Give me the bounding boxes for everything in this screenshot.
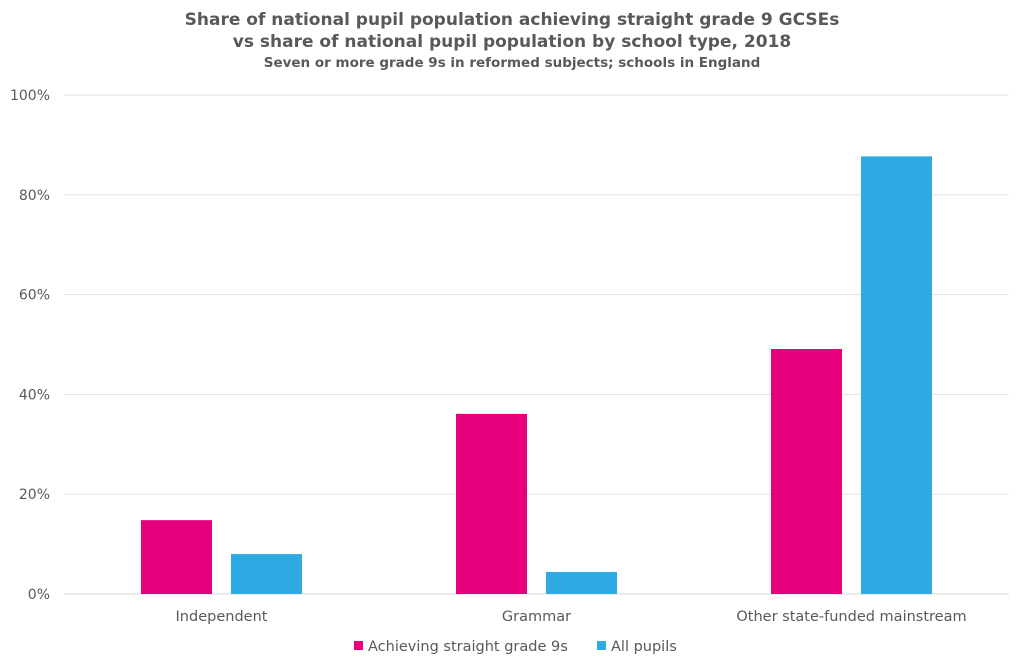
legend-swatch [354, 641, 363, 650]
bar-achieving [771, 348, 842, 594]
x-category-label: Independent [176, 609, 268, 625]
y-tick-label: 100% [10, 88, 50, 104]
legend: Achieving straight grade 9s All pupils [354, 639, 677, 655]
y-tick-label: 80% [19, 188, 50, 204]
legend-swatch [597, 641, 606, 650]
y-axis-ticks: 0% 20% 40% 60% 80% 100% [10, 88, 50, 603]
chart-title-line2: vs share of national pupil population by… [232, 32, 792, 52]
bar-all-pupils [231, 554, 302, 594]
x-axis-categories: Independent Grammar Other state-funded mai… [176, 609, 967, 625]
legend-label: Achieving straight grade 9s [368, 639, 568, 655]
chart-subtitle: Seven or more grade 9s in reformed subje… [263, 55, 761, 71]
bar-all-pupils [861, 156, 932, 594]
bars [141, 156, 932, 594]
gridlines [64, 94, 1009, 595]
y-tick-label: 20% [19, 487, 50, 503]
chart-title: Share of national pupil population achie… [184, 10, 840, 30]
bar-all-pupils [546, 572, 617, 594]
y-tick-label: 40% [19, 387, 50, 403]
legend-label: All pupils [611, 639, 677, 655]
bar-achieving [456, 413, 527, 594]
x-category-label: Other state-funded mainstream [736, 609, 966, 625]
bar-achieving [141, 520, 212, 594]
y-tick-label: 60% [19, 288, 50, 304]
x-category-label: Grammar [502, 609, 571, 625]
y-tick-label: 0% [28, 587, 50, 603]
